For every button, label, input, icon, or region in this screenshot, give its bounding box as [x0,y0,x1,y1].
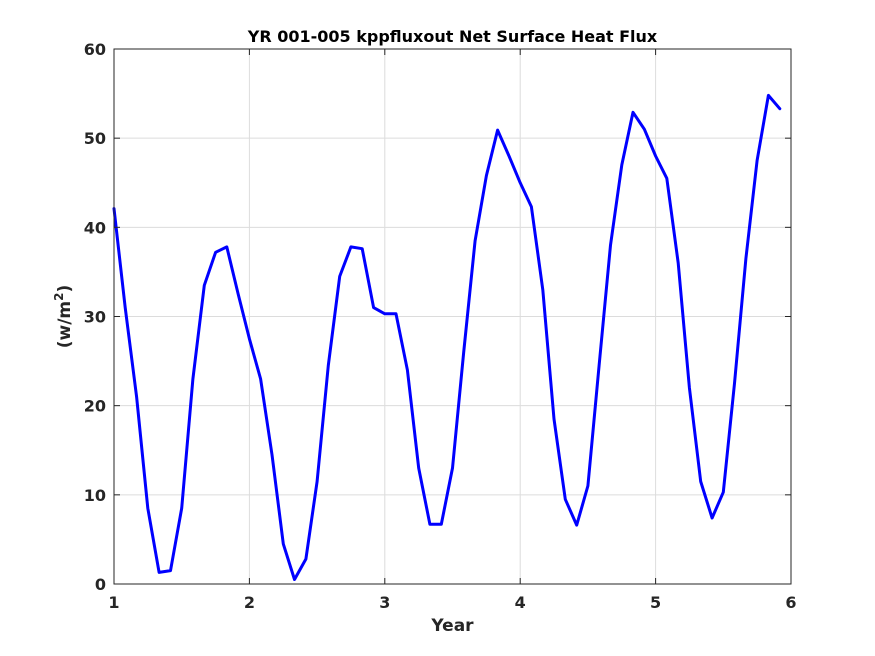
y-tick-label: 40 [84,218,106,237]
x-tick-label: 3 [379,593,390,612]
chart-title: YR 001-005 kppfluxout Net Surface Heat F… [247,27,658,46]
series-line [112,93,782,581]
y-tick-label: 20 [84,397,106,416]
y-axis-label-superscript: 2 [52,293,66,301]
y-axis-label: (w/m2) [52,285,75,349]
x-tick-label: 6 [785,593,796,612]
axis-ticks [113,48,792,585]
data-series [112,93,782,581]
y-tick-label: 60 [84,40,106,59]
y-tick-label: 10 [84,486,106,505]
y-tick-label: 30 [84,308,106,327]
y-tick-label: 0 [95,575,106,594]
x-axis-label: Year [430,616,474,636]
grid-lines [114,49,791,584]
x-tick-label: 1 [108,593,119,612]
x-tick-label: 5 [650,593,661,612]
x-tick-label: 4 [515,593,526,612]
y-axis-label-main: (w/m [55,301,75,348]
y-axis-label-close: ) [55,285,75,293]
y-tick-label: 50 [84,129,106,148]
x-tick-label: 2 [244,593,255,612]
